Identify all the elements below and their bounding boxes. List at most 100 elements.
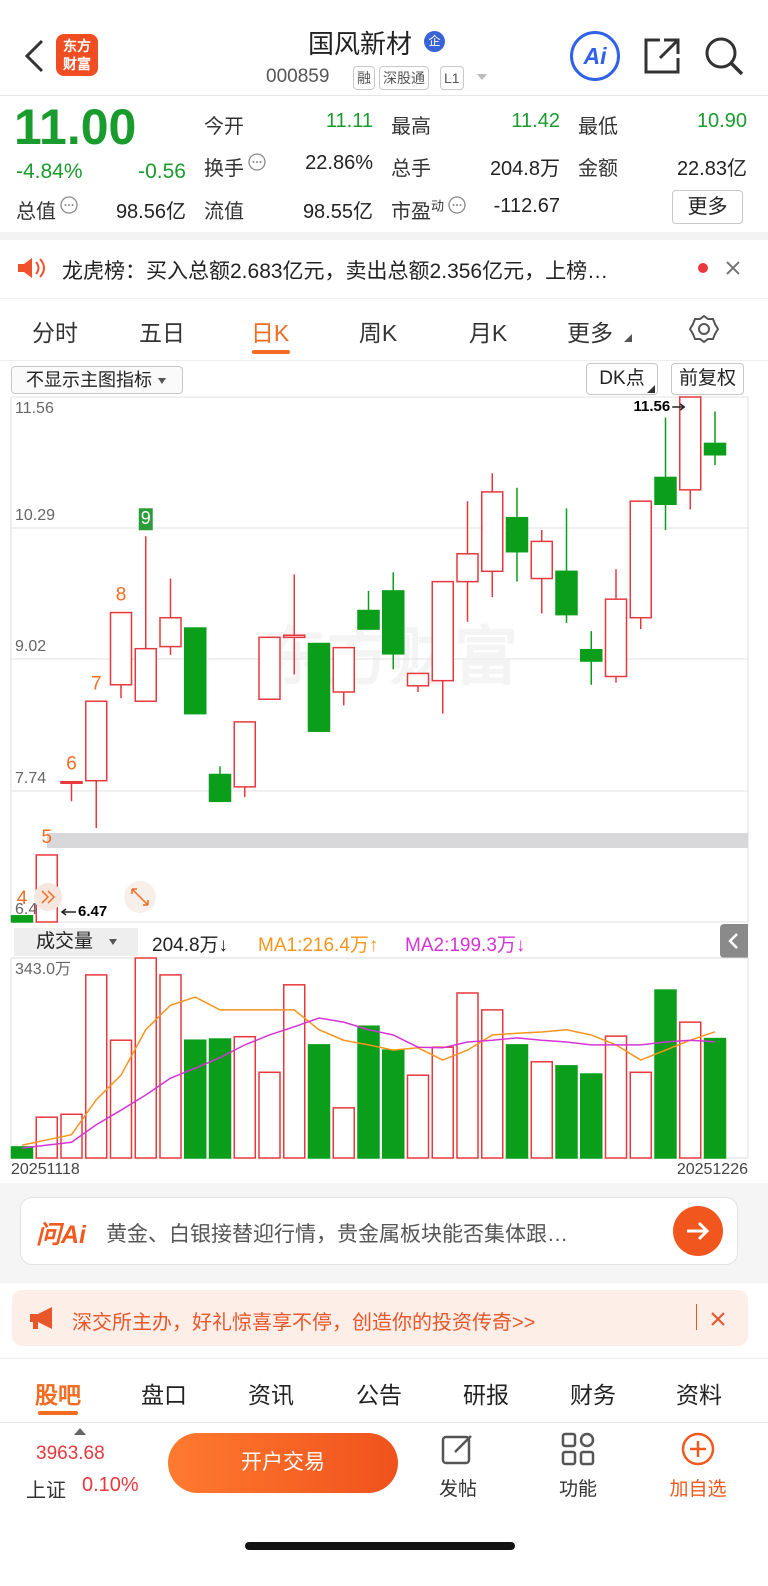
trade-button[interactable]: 开户交易 <box>168 1433 398 1493</box>
field-label: 换手 <box>204 152 267 181</box>
field-value: 98.55亿 <box>302 201 373 223</box>
ai-button[interactable]: Ai <box>570 31 620 81</box>
high-marker: 11.56 <box>634 398 671 415</box>
marker: 9 <box>141 508 151 528</box>
tab[interactable]: 研报 <box>463 1382 509 1408</box>
stock-code: 000859 <box>266 66 330 87</box>
arrow <box>679 403 686 411</box>
arrow <box>60 908 67 916</box>
candle-body <box>258 636 281 700</box>
more-button[interactable]: 更多 <box>672 190 743 224</box>
close-button[interactable] <box>725 260 741 276</box>
tab[interactable]: 财务 <box>570 1382 616 1408</box>
ask-submit[interactable] <box>673 1206 723 1256</box>
legend-item: MA1:216.4万↑ <box>258 935 379 956</box>
info-icon[interactable] <box>447 195 467 215</box>
tab[interactable]: 周K <box>358 320 398 346</box>
index-value[interactable]: 3963.68 <box>36 1443 105 1464</box>
volume-bar <box>456 992 479 1159</box>
price: 11.00 <box>14 99 137 155</box>
ma-line <box>21 1017 716 1149</box>
tab[interactable]: 公告 <box>356 1382 402 1408</box>
volume-select[interactable]: 成交量 <box>14 928 138 956</box>
settings-button[interactable] <box>689 314 719 344</box>
indicator-select[interactable]: 不显示主图指标 <box>11 366 183 394</box>
search-button[interactable] <box>703 35 745 77</box>
indicator-text: 不显示主图指标 <box>26 370 152 390</box>
candle-body <box>629 500 652 619</box>
candle-body <box>456 553 479 583</box>
field-label: 今开 <box>204 110 244 139</box>
field-label: 金额 <box>578 152 618 181</box>
volume-bar <box>184 1039 207 1159</box>
function-icon[interactable] <box>561 1432 595 1466</box>
collapse-button[interactable] <box>720 924 748 958</box>
promo-banner[interactable] <box>12 1290 748 1346</box>
ask-text: 黄金、白银接替迎行情，贵金属板块能否集体跟… <box>106 1223 568 1246</box>
change: -0.56 <box>138 160 186 183</box>
separator <box>696 1304 697 1330</box>
tab[interactable]: 更多 <box>567 320 613 346</box>
tag: 融 <box>353 66 375 90</box>
tab[interactable]: 分时 <box>32 320 78 346</box>
y-tick-label: 10.29 <box>15 507 55 524</box>
info-icon[interactable] <box>247 152 267 172</box>
volume-bar <box>481 1009 504 1159</box>
tab[interactable]: 五日 <box>139 320 185 346</box>
field-value: -112.67 <box>493 195 560 217</box>
volume-bar <box>406 1074 430 1159</box>
divider <box>0 360 768 361</box>
volume-bar <box>332 1107 355 1159</box>
tab[interactable]: 盘口 <box>141 1382 187 1408</box>
volume-bar <box>382 1049 405 1159</box>
volume-bar <box>85 974 108 1159</box>
tag: L1 <box>440 66 464 90</box>
divider <box>0 232 768 240</box>
candle-body <box>505 516 529 553</box>
action-label[interactable]: 加自选 <box>669 1479 727 1500</box>
volume-bar <box>60 1113 83 1159</box>
candle-body <box>85 700 108 782</box>
volume-bar <box>35 1116 58 1159</box>
tab[interactable]: 月K <box>468 320 508 346</box>
candle-body <box>283 634 306 639</box>
speaker-icon <box>18 258 45 278</box>
info-icon[interactable] <box>59 195 79 215</box>
tab-underline <box>38 1411 78 1415</box>
candle-body <box>431 580 454 682</box>
ask-box[interactable] <box>20 1197 738 1265</box>
tab[interactable]: 资料 <box>676 1382 722 1408</box>
label-text: 总值 <box>16 201 56 223</box>
adjust-button[interactable]: 前复权 <box>671 363 744 395</box>
y-tick-label: 9.02 <box>15 638 46 655</box>
dk-button[interactable]: DK点 <box>586 363 658 395</box>
candle-body <box>679 396 702 491</box>
app-logo[interactable]: 东方 财富 <box>56 34 98 76</box>
tab[interactable]: 资讯 <box>248 1382 294 1408</box>
change-percent: -4.84% <box>16 160 83 183</box>
notice-text[interactable]: 龙虎榜：买入总额2.683亿元，卖出总额2.356亿元，上榜… <box>62 260 609 283</box>
low-marker: 6.47 <box>78 903 107 920</box>
volume-bar <box>233 1035 256 1159</box>
volume-bar <box>307 1044 331 1159</box>
share-button[interactable] <box>642 36 682 76</box>
volume-bar <box>679 1021 702 1159</box>
field-label: 最高 <box>391 110 431 139</box>
dropdown-icon[interactable] <box>476 72 488 82</box>
volume-bar <box>208 1038 232 1159</box>
back-button[interactable] <box>22 38 48 74</box>
close-button[interactable] <box>710 1311 726 1327</box>
action-label[interactable]: 功能 <box>558 1479 598 1500</box>
volume-title: 成交量 <box>36 931 94 952</box>
action-label[interactable]: 发帖 <box>438 1479 478 1500</box>
label-text: 最高 <box>391 116 431 138</box>
add-icon[interactable] <box>681 1432 715 1466</box>
candle-body <box>208 773 232 803</box>
tab-active[interactable]: 日K <box>250 320 290 346</box>
tab-active[interactable]: 股吧 <box>35 1382 81 1408</box>
label-text: 市盈 <box>391 201 431 223</box>
field-value: 11.42 <box>511 110 560 132</box>
candle-body <box>357 609 380 630</box>
post-icon[interactable] <box>441 1432 475 1466</box>
